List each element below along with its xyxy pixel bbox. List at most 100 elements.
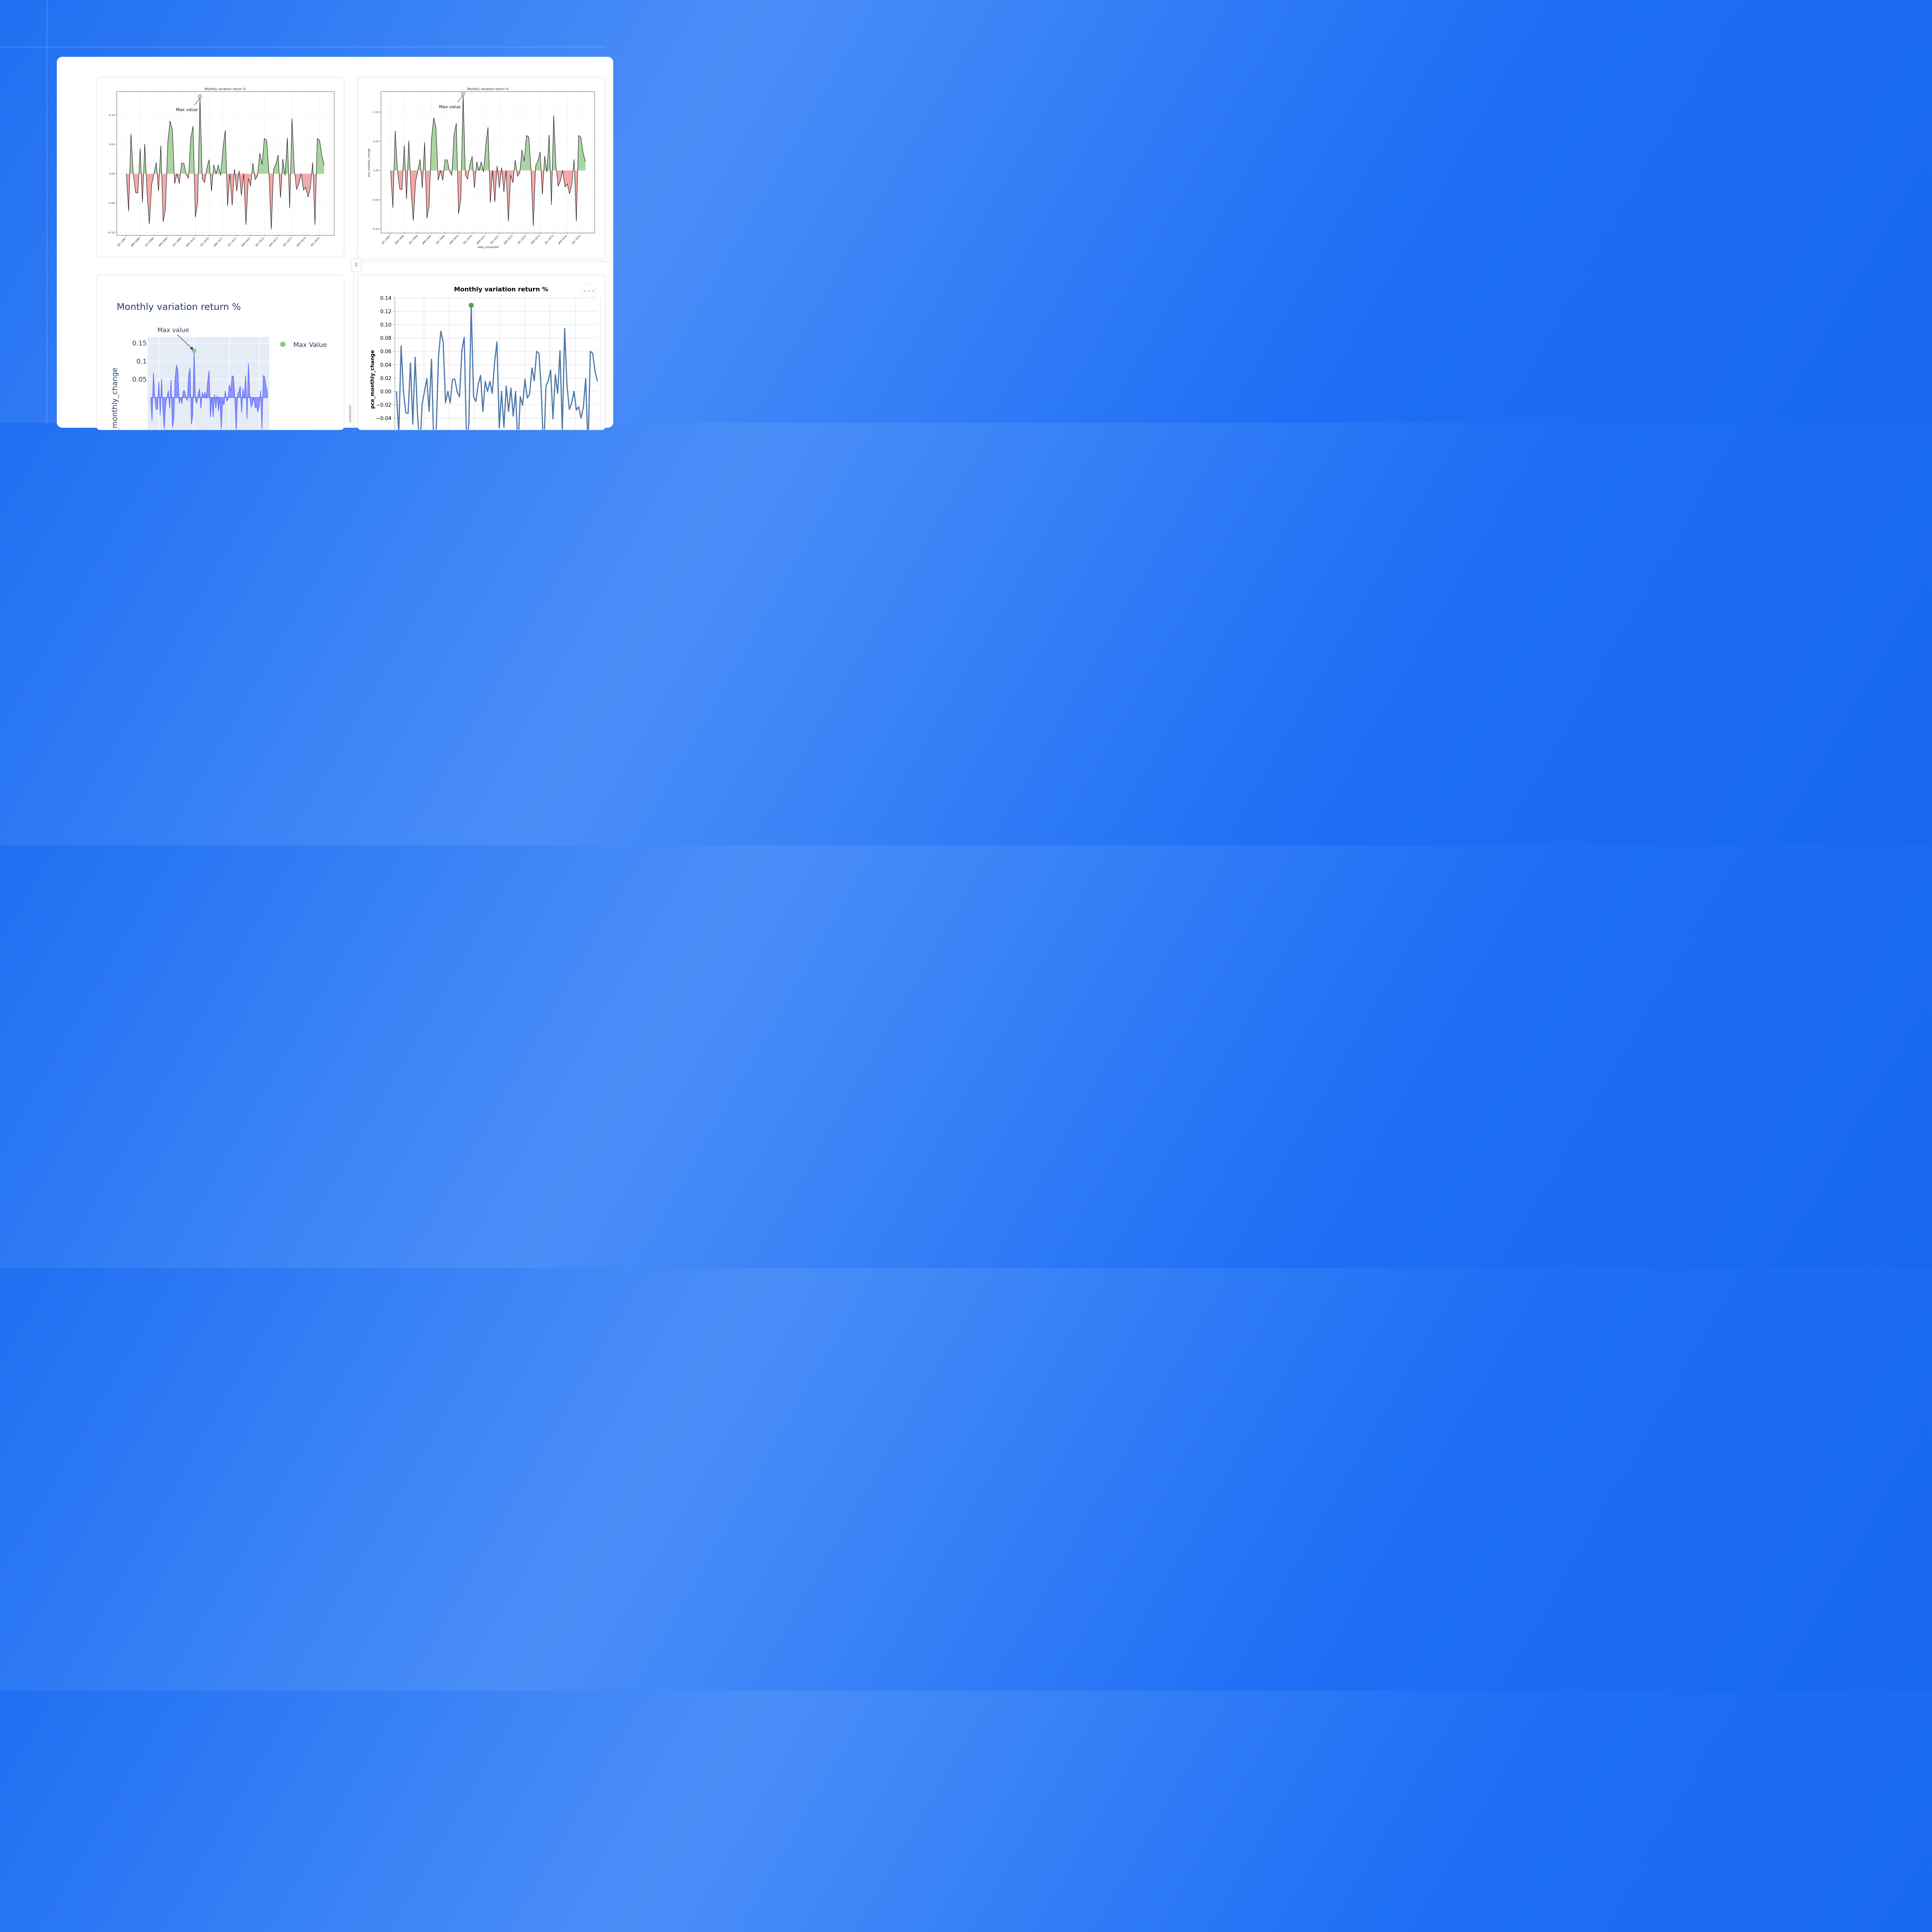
positive-area — [470, 156, 472, 171]
positive-area — [140, 148, 141, 174]
positive-area — [578, 135, 581, 171]
x-tick-label: JUL-1969 — [435, 235, 446, 245]
x-tick-label: JUL-1972 — [517, 235, 527, 245]
negative-area — [255, 173, 258, 180]
negative-area — [163, 173, 166, 222]
chart-card-matplotlib-labeled[interactable]: Monthly variation return % date_converte… — [357, 77, 605, 259]
y-tick-label: −0.04 — [376, 416, 391, 422]
positive-area — [479, 162, 481, 171]
positive-area — [472, 156, 473, 171]
positive-area — [404, 145, 405, 171]
positive-area — [207, 160, 209, 174]
x-tick-label: JUL-1967 — [116, 237, 127, 247]
y-tick-label: −0.10 — [107, 231, 115, 234]
x-tick-label: JAN-1971 — [476, 235, 486, 245]
positive-area — [267, 140, 269, 174]
positive-area — [445, 160, 447, 171]
y-tick-label: 0.15 — [132, 340, 147, 347]
positive-area — [486, 127, 488, 171]
negative-area — [296, 173, 299, 190]
positive-area — [198, 98, 200, 174]
positive-area — [216, 165, 219, 174]
negative-area — [510, 170, 513, 183]
chart-card-plotly[interactable]: Monthly variation return % pce_monthly_c… — [96, 275, 344, 430]
x-tick-label: JUL-1973 — [282, 237, 293, 247]
negative-area — [565, 170, 568, 187]
negative-area — [558, 170, 561, 187]
positive-area — [172, 130, 174, 174]
negative-area — [141, 173, 143, 202]
y-tick-label: −0.05 — [107, 202, 115, 205]
negative-area — [250, 173, 252, 186]
positive-area — [581, 137, 583, 171]
more-options-button[interactable]: ••• — [582, 284, 597, 298]
negative-area — [400, 170, 402, 190]
positive-area — [423, 142, 425, 171]
negative-area — [429, 170, 430, 206]
positive-area — [282, 159, 283, 174]
x-tick-label: JAN-1974 — [557, 235, 568, 245]
chart-title: Monthly variation return % — [467, 87, 509, 91]
y-tick-label: 0.08 — [380, 336, 391, 342]
y-tick-label: 0.04 — [380, 362, 391, 368]
max-point — [197, 94, 202, 99]
x-tick-label: JUL-1971 — [227, 237, 237, 247]
positive-area — [522, 150, 524, 171]
matplotlib-area-chart: Monthly variation return % −0.10 −0.05 0.0… — [107, 87, 335, 248]
positive-area — [181, 163, 184, 174]
y-tick-label: 0.02 — [380, 376, 391, 381]
y-tick-label: 0.12 — [380, 309, 391, 315]
y-tick-label: −0.05 — [371, 198, 379, 201]
y-axis-label: pce_monthly_change — [370, 350, 376, 409]
negative-area — [411, 170, 413, 221]
series-line — [126, 98, 325, 230]
series-line — [390, 95, 586, 226]
positive-area — [469, 165, 470, 171]
negative-area — [226, 173, 228, 206]
chart-card-vega[interactable]: Monthly variation return % pce_monthly_c… — [357, 275, 605, 430]
negative-area — [210, 173, 212, 192]
positive-area — [549, 134, 551, 171]
y-tick-label: 0.05 — [132, 376, 147, 384]
annotation-arrow — [457, 95, 463, 102]
positive-area — [395, 131, 398, 171]
y-tick-label: 0.10 — [109, 114, 115, 117]
negative-area — [306, 173, 308, 197]
positive-area — [168, 121, 170, 174]
annotation-arrow — [194, 98, 200, 105]
plot-frame — [116, 91, 335, 236]
positive-area — [276, 155, 278, 174]
positive-area — [436, 127, 438, 171]
negative-area — [147, 173, 150, 224]
positive-area — [184, 163, 186, 174]
x-tick-label: JAN-1970 — [185, 237, 196, 248]
negative-area — [288, 173, 290, 209]
vega-line-chart: Monthly variation return % pce_monthly_c… — [370, 286, 601, 430]
vertical-scrollbar[interactable] — [349, 405, 351, 423]
positive-area — [552, 116, 554, 171]
negative-area — [465, 170, 468, 179]
y-tick-label: 0.14 — [380, 296, 391, 301]
x-tick-label: JAN-1969 — [158, 237, 168, 248]
matplotlib-area-chart-labeled: Monthly variation return % date_converte… — [367, 87, 595, 249]
y-tick-label: −0.02 — [376, 402, 391, 408]
x-tick-label: JAN-1968 — [394, 235, 405, 245]
legend-label[interactable]: Max Value — [293, 341, 327, 349]
positive-area — [322, 156, 324, 174]
plot-area-group — [150, 350, 268, 430]
negative-area — [241, 173, 244, 196]
negative-area — [303, 173, 306, 190]
legend-marker — [280, 342, 286, 347]
chart-card-matplotlib[interactable]: Monthly variation return % −0.10 −0.05 0.0… — [96, 77, 344, 257]
positive-area — [317, 138, 320, 174]
positive-area — [583, 153, 585, 171]
drag-handle-icon[interactable]: ⠿ — [351, 258, 362, 272]
plot-frame — [381, 91, 595, 233]
x-tick-label: JAN-1971 — [213, 237, 224, 248]
x-tick-label: JUL-1968 — [408, 235, 418, 245]
x-tick-label: JUL-1970 — [199, 237, 210, 247]
negative-area — [574, 170, 577, 221]
positive-area — [514, 160, 515, 171]
negative-area — [517, 170, 520, 177]
plot-line-group — [396, 304, 598, 430]
